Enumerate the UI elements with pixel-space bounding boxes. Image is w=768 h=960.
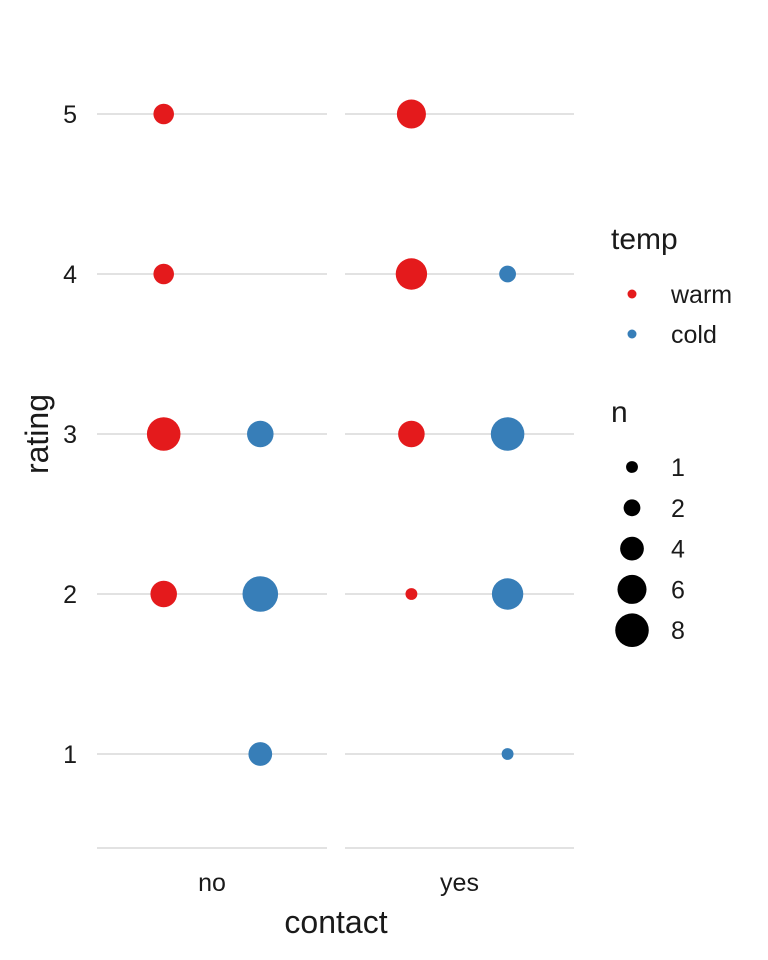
data-point-cold bbox=[490, 417, 525, 451]
data-point-warm bbox=[396, 99, 426, 129]
legend-temp: temp warm cold bbox=[611, 223, 732, 349]
x-tick-label: no bbox=[198, 869, 226, 897]
legend-temp-title: temp bbox=[611, 223, 678, 256]
legend-label-warm: warm bbox=[670, 281, 732, 309]
y-tick-label: 2 bbox=[63, 581, 77, 609]
legend-size-label: 6 bbox=[671, 576, 685, 604]
data-point-warm bbox=[405, 588, 418, 600]
data-point-warm bbox=[398, 420, 425, 448]
legend-n: n 1 2 4 6 8 bbox=[611, 396, 685, 647]
y-axis-title: rating bbox=[19, 394, 55, 474]
legend-size-key bbox=[617, 574, 647, 604]
legend-size-label: 1 bbox=[671, 454, 685, 482]
data-points bbox=[146, 99, 525, 766]
data-point-cold bbox=[248, 742, 273, 766]
legend-size-label: 4 bbox=[671, 536, 685, 564]
legend-size-key bbox=[620, 536, 644, 561]
y-tick-label: 3 bbox=[63, 421, 77, 449]
data-point-cold bbox=[247, 420, 274, 448]
y-axis-ticks: 1 2 3 4 5 bbox=[63, 101, 77, 769]
data-point-warm bbox=[150, 580, 177, 608]
legend-size-key bbox=[615, 613, 649, 647]
legend-size-key bbox=[623, 499, 641, 517]
x-axis-title: contact bbox=[284, 904, 387, 940]
x-axis-ticks: no yes bbox=[198, 869, 479, 897]
y-tick-label: 4 bbox=[63, 261, 77, 289]
data-point-cold bbox=[501, 748, 514, 760]
y-tick-label: 5 bbox=[63, 101, 77, 129]
data-point-cold bbox=[491, 578, 524, 610]
data-point-cold bbox=[499, 265, 516, 283]
data-point-cold bbox=[242, 576, 279, 612]
data-point-warm bbox=[153, 103, 174, 125]
legend-n-title: n bbox=[611, 396, 628, 429]
data-point-warm bbox=[153, 263, 174, 285]
legend-size-key bbox=[626, 461, 638, 473]
legend-size-label: 8 bbox=[671, 617, 685, 645]
legend-label-cold: cold bbox=[671, 321, 717, 349]
x-tick-label: yes bbox=[440, 869, 479, 897]
data-point-warm bbox=[146, 417, 181, 451]
legend-key-cold bbox=[627, 329, 637, 339]
facet-panels bbox=[97, 113, 574, 849]
y-tick-label: 1 bbox=[63, 741, 77, 769]
legend-size-label: 2 bbox=[671, 495, 685, 523]
data-point-warm bbox=[395, 258, 428, 290]
legend-key-warm bbox=[627, 289, 637, 299]
